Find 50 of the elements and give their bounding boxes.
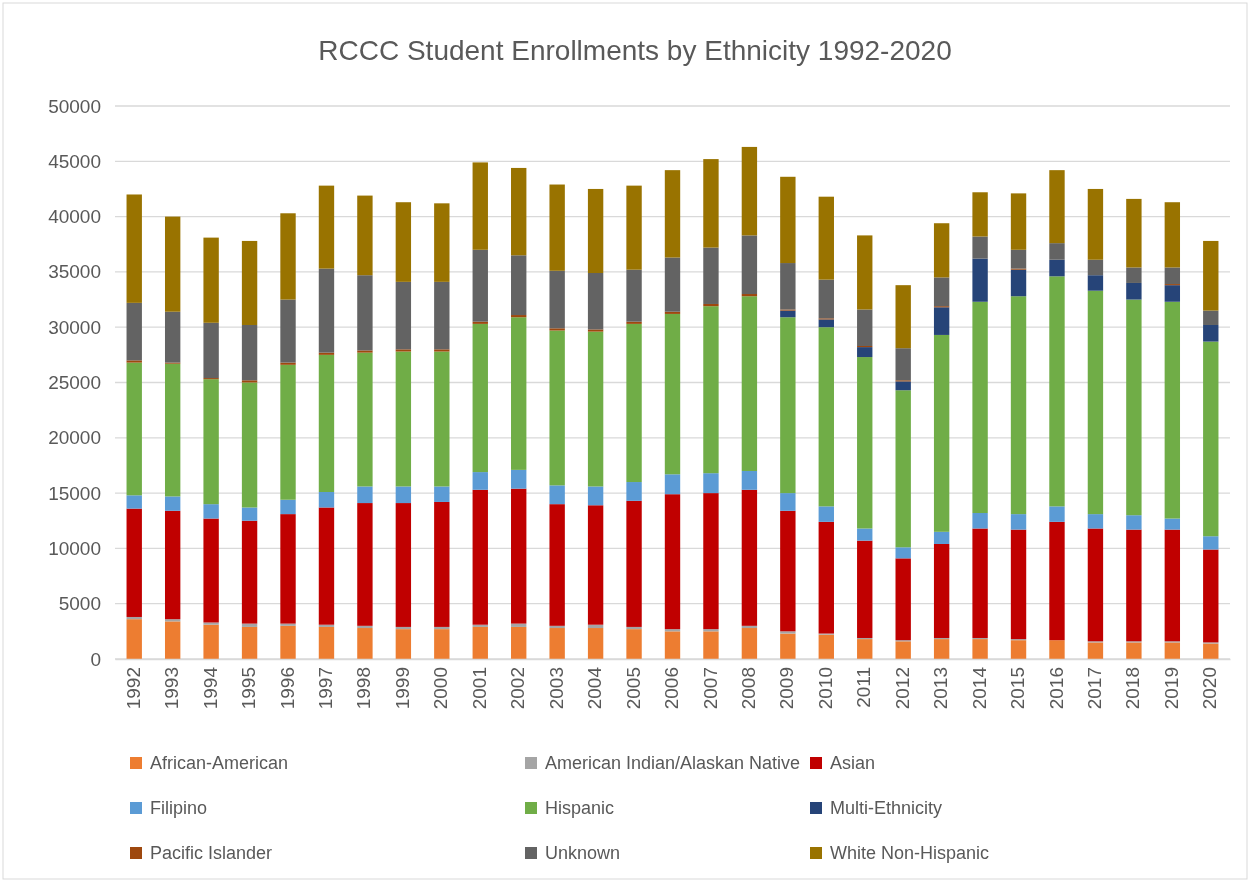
legend-label: African-American	[150, 753, 289, 774]
x-tick-label: 2007	[699, 667, 721, 710]
legend-label: Filipino	[150, 798, 208, 819]
x-tick-label: 2013	[930, 667, 952, 710]
x-tick-label: 2000	[430, 667, 452, 710]
x-tick-label: 2001	[468, 667, 490, 710]
x-tick-label: 2011	[853, 667, 875, 708]
legend-label: Hispanic	[545, 798, 615, 819]
legend-label: Multi-Ethnicity	[830, 798, 943, 819]
x-tick-label: 2006	[661, 667, 683, 710]
x-tick-label: 1998	[353, 667, 375, 710]
x-tick-label: 2019	[1160, 667, 1182, 710]
x-tick-label: 1992	[122, 667, 144, 710]
y-tick-label: 45000	[48, 150, 101, 172]
x-tick-label: 2016	[1045, 667, 1067, 710]
y-tick-label: 30000	[48, 316, 101, 338]
x-tick-label: 2020	[1199, 667, 1221, 710]
x-tick-label: 2008	[737, 667, 759, 710]
y-tick-label: 20000	[48, 427, 101, 449]
legend-label: Pacific Islander	[150, 843, 273, 864]
y-tick-label: 0	[90, 648, 101, 670]
y-tick-label: 10000	[48, 537, 101, 559]
x-tick-label: 2018	[1122, 667, 1144, 710]
x-tick-label: 2003	[545, 667, 567, 710]
x-tick-label: 2010	[814, 667, 836, 710]
x-tick-label: 2004	[584, 666, 606, 710]
y-tick-label: 25000	[48, 372, 101, 394]
x-tick-label: 1996	[276, 667, 298, 710]
y-tick-label: 40000	[48, 206, 101, 228]
x-tick-label: 2012	[891, 667, 913, 710]
y-tick-label: 35000	[48, 261, 101, 283]
x-tick-label: 2002	[507, 667, 529, 710]
x-tick-label: 2005	[622, 667, 644, 710]
x-tick-label: 1997	[315, 667, 337, 710]
y-tick-label: 50000	[48, 95, 101, 117]
x-tick-label: 2015	[1007, 667, 1029, 710]
x-tick-label: 2014	[968, 666, 990, 710]
legend-label: White Non-Hispanic	[830, 843, 990, 864]
legend-label: American Indian/Alaskan Native	[545, 753, 801, 774]
x-tick-label: 1995	[238, 667, 260, 710]
legend-label: Asian	[830, 753, 876, 774]
x-tick-label: 1994	[199, 666, 221, 710]
y-tick-label: 15000	[48, 482, 101, 504]
legend-label: Unknown	[545, 843, 621, 864]
x-tick-label: 1993	[161, 667, 183, 710]
x-tick-label: 2009	[776, 667, 798, 710]
x-tick-label: 2017	[1083, 667, 1105, 710]
x-tick-label: 1999	[391, 667, 413, 710]
chart-title: RCCC Student Enrollments by Ethnicity 1992-2020	[318, 35, 952, 66]
y-tick-label: 5000	[58, 593, 101, 615]
